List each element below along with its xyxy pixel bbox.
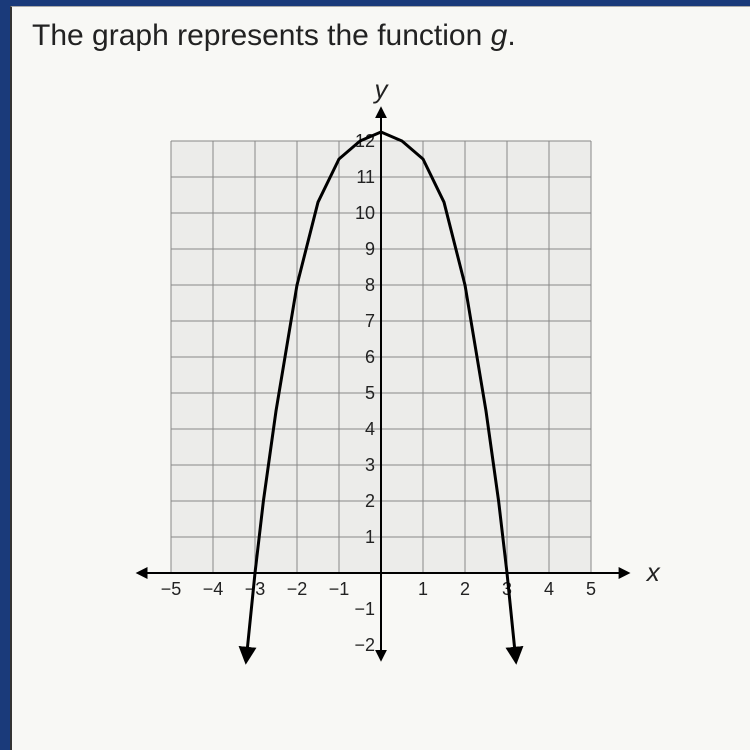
svg-text:4: 4 [544, 579, 554, 599]
svg-text:−1: −1 [354, 599, 375, 619]
svg-text:x: x [645, 557, 661, 587]
svg-text:−2: −2 [354, 635, 375, 655]
svg-text:4: 4 [365, 419, 375, 439]
problem-title: The graph represents the function g. [32, 19, 730, 53]
svg-text:5: 5 [365, 383, 375, 403]
svg-text:3: 3 [365, 455, 375, 475]
svg-text:9: 9 [365, 239, 375, 259]
title-text: The graph represents the function [32, 19, 491, 52]
chart-container: −5−4−3−2−112345−2−1123456789101112xy [32, 73, 730, 673]
svg-text:y: y [373, 74, 390, 104]
svg-text:11: 11 [356, 167, 375, 187]
svg-text:7: 7 [365, 311, 375, 331]
window-frame: The graph represents the function g. −5 −… [0, 0, 750, 750]
svg-text:2: 2 [365, 491, 375, 511]
svg-text:8: 8 [365, 275, 375, 295]
svg-text:−5: −5 [161, 579, 182, 599]
svg-text:2: 2 [460, 579, 470, 599]
svg-text:1: 1 [365, 527, 375, 547]
content-area: The graph represents the function g. −5 −… [10, 6, 750, 750]
svg-text:6: 6 [365, 347, 375, 367]
svg-text:−1: −1 [329, 579, 350, 599]
svg-text:−4: −4 [203, 579, 224, 599]
svg-text:−2: −2 [287, 579, 308, 599]
svg-text:10: 10 [355, 203, 375, 223]
title-suffix: . [507, 19, 515, 52]
svg-text:1: 1 [418, 579, 428, 599]
function-name: g [491, 19, 508, 52]
svg-text:5: 5 [586, 579, 596, 599]
parabola-chart: −5−4−3−2−112345−2−1123456789101112xy [101, 73, 661, 673]
